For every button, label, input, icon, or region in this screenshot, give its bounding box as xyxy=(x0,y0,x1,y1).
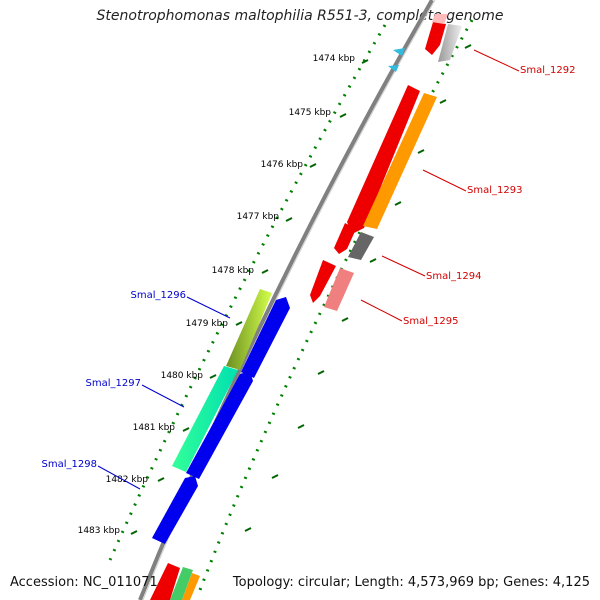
cds-smal-1295[interactable] xyxy=(310,260,336,303)
map-title: Stenotrophomonas maltophilia R551-3, com… xyxy=(96,8,504,24)
tick-label-1477: 1477 kbp xyxy=(237,212,280,222)
cds-smal-1292-gray[interactable] xyxy=(438,24,462,62)
tick-label-1474: 1474 kbp xyxy=(313,54,356,64)
cds-smal-1295-pink[interactable] xyxy=(324,268,354,311)
tick-label-1479: 1479 kbp xyxy=(186,319,229,329)
cds-smal-1297-blue[interactable] xyxy=(186,371,253,479)
leader-line-smal-1296 xyxy=(186,296,231,319)
gene-label-smal-1293[interactable]: Smal_1293 xyxy=(467,185,522,196)
cyan-feature-mark xyxy=(393,48,405,56)
tick-label-1475: 1475 kbp xyxy=(289,108,332,118)
cds-smal-1297-cyan[interactable] xyxy=(172,366,238,472)
tick-label-1483: 1483 kbp xyxy=(78,526,121,536)
tick-label-1478: 1478 kbp xyxy=(212,266,255,276)
gene-label-smal-1292[interactable]: Smal_1292 xyxy=(520,65,575,76)
leader-line-smal-1294 xyxy=(381,255,426,277)
genome-backbone-highlight xyxy=(142,0,436,600)
leader-line-smal-1295 xyxy=(360,299,403,322)
accession-text: Accession: NC_011071 xyxy=(10,575,158,590)
cds-red-bottom[interactable] xyxy=(150,563,180,600)
cds-smal-1293[interactable] xyxy=(347,85,420,234)
tick-label-1481: 1481 kbp xyxy=(133,423,176,433)
cds-smal-1293-orange[interactable] xyxy=(363,93,437,229)
leader-line-smal-1298 xyxy=(97,465,141,490)
tick-label-1476: 1476 kbp xyxy=(261,160,304,170)
gene-label-smal-1295[interactable]: Smal_1295 xyxy=(403,316,458,327)
cds-smal-1292-rna[interactable] xyxy=(432,14,448,24)
cds-smal-1294[interactable] xyxy=(334,223,356,254)
genome-summary-text: Topology: circular; Length: 4,573,969 bp… xyxy=(232,575,590,590)
gene-label-smal-1297[interactable]: Smal_1297 xyxy=(86,378,141,389)
cds-smal-1292[interactable] xyxy=(425,22,446,55)
inner-dotted-track xyxy=(198,19,474,591)
tick-label-1480: 1480 kbp xyxy=(161,371,204,381)
gene-label-smal-1294[interactable]: Smal_1294 xyxy=(426,271,481,282)
cds-smal-1294-gray[interactable] xyxy=(348,232,374,260)
gene-label-smal-1296[interactable]: Smal_1296 xyxy=(131,290,186,301)
tick-label-1482: 1482 kbp xyxy=(106,475,149,485)
cds-bottom-orange[interactable] xyxy=(182,573,200,600)
gene-label-smal-1298[interactable]: Smal_1298 xyxy=(42,459,97,470)
cds-smal-1296-blue[interactable] xyxy=(241,297,290,378)
leader-line-smal-1293 xyxy=(422,169,467,192)
leader-line-smal-1292 xyxy=(473,49,520,72)
tick-marks xyxy=(130,44,472,535)
cds-smal-1296-green[interactable] xyxy=(226,289,272,370)
cds-smal-1298-blue[interactable] xyxy=(152,476,198,544)
cyan-feature-mark xyxy=(388,65,399,72)
leader-line-smal-1297 xyxy=(141,384,185,408)
cds-bottom-green[interactable] xyxy=(170,567,193,600)
